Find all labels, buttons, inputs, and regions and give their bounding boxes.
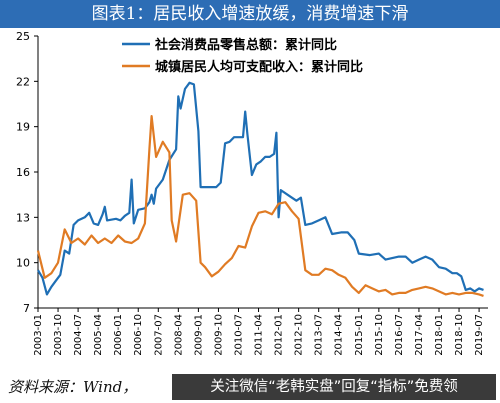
x-tick-label: 2008-04 bbox=[173, 314, 184, 356]
series-lines bbox=[36, 81, 484, 297]
x-tick-label: 2012-10 bbox=[294, 314, 305, 356]
x-tick-label: 2015-01 bbox=[354, 314, 365, 356]
y-tick-label: 10 bbox=[16, 257, 30, 270]
x-tick-label: 2016-07 bbox=[394, 314, 405, 356]
x-tick-label: 2007-07 bbox=[153, 314, 164, 356]
x-tick-label: 2003-10 bbox=[53, 314, 64, 356]
x-tick-label: 2018-01 bbox=[434, 314, 445, 356]
y-tick-label: 16 bbox=[16, 166, 30, 179]
x-tick-label: 2005-04 bbox=[93, 314, 104, 356]
x-tick-label: 2018-10 bbox=[454, 314, 465, 356]
x-tick-label: 2012-01 bbox=[274, 314, 285, 356]
y-tick-label: 19 bbox=[16, 121, 30, 134]
x-tick-label: 2017-04 bbox=[414, 314, 425, 356]
x-tick-label: 2013-07 bbox=[314, 314, 325, 356]
x-tick-label: 2019-07 bbox=[474, 314, 485, 356]
x-tick-label: 2003-01 bbox=[33, 314, 44, 356]
y-tick-label: 13 bbox=[16, 211, 30, 224]
source-note: 资料来源：Wind， bbox=[8, 378, 138, 396]
series-line-1 bbox=[37, 81, 484, 296]
x-tick-label: 2006-10 bbox=[133, 314, 144, 356]
y-tick-label: 22 bbox=[16, 75, 30, 88]
x-tick-label: 2015-10 bbox=[374, 314, 385, 356]
series-line-2 bbox=[36, 115, 484, 297]
line-chart: 7 10 13 16 19 22 25 2003-01 2003-10 2004-07 2005-0… bbox=[16, 30, 488, 356]
x-tick-label: 2004-07 bbox=[73, 314, 84, 356]
x-tick-label: 2014-04 bbox=[334, 314, 345, 356]
legend-label-2: 城镇居民人均可支配收入：累计同比 bbox=[155, 59, 363, 75]
x-tick-label: 2010-07 bbox=[233, 314, 244, 356]
y-tick-label: 7 bbox=[23, 302, 30, 315]
title-band bbox=[0, 0, 500, 28]
x-tick-label: 2009-10 bbox=[213, 314, 224, 356]
x-tick-label: 2009-01 bbox=[193, 314, 204, 356]
chart-title: 图表1：居民收入增速放缓，消费增速下滑 bbox=[91, 4, 409, 24]
axes: 7 10 13 16 19 22 25 2003-01 2003-10 2004-07 2005-0… bbox=[16, 30, 488, 356]
y-tick-label: 25 bbox=[16, 30, 30, 43]
legend-label-1: 社会消费品零售总额：累计同比 bbox=[154, 37, 337, 53]
x-tick-label: 2006-01 bbox=[113, 314, 124, 356]
x-tick-label: 2011-04 bbox=[254, 314, 265, 356]
watermark-banner: 关注微信“老韩实盘”回复“指标”免费领 bbox=[172, 374, 496, 400]
